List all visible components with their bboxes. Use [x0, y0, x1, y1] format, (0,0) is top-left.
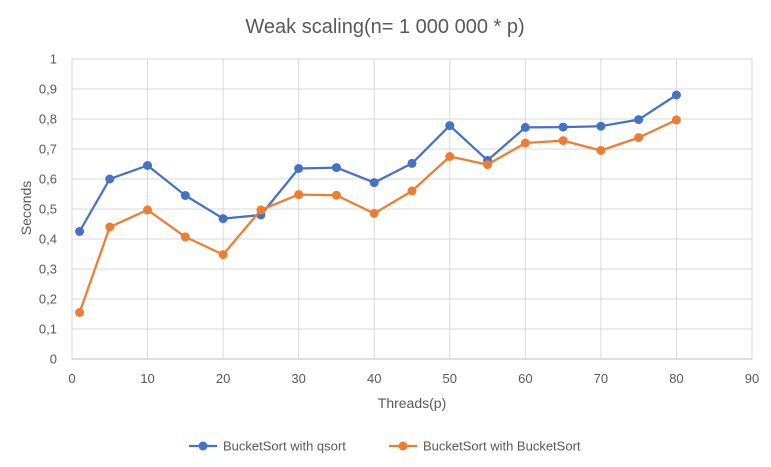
y-tick-label: 0,4	[39, 232, 57, 247]
data-point	[558, 136, 568, 146]
x-tick-label: 20	[216, 371, 230, 386]
legend-marker	[398, 441, 408, 451]
x-tick-label: 70	[594, 371, 608, 386]
data-point	[369, 178, 379, 188]
data-point	[634, 133, 644, 143]
data-point	[634, 115, 644, 125]
data-point	[180, 191, 190, 200]
legend-item: BucketSort with qsort	[189, 439, 346, 454]
x-tick-label: 30	[291, 371, 305, 386]
data-point	[331, 163, 341, 173]
y-tick-label: 0	[50, 352, 57, 367]
legend-marker	[198, 441, 208, 451]
chart-title: Weak scaling(n= 1 000 000 * p)	[245, 16, 524, 38]
data-point	[75, 227, 85, 236]
y-tick-label: 0,3	[39, 262, 57, 277]
x-tick-label: 10	[140, 371, 154, 386]
data-point	[294, 190, 304, 200]
x-axis-label: Threads(p)	[378, 395, 446, 411]
data-point	[369, 209, 379, 218]
data-point	[105, 174, 115, 184]
y-tick-label: 0,7	[39, 142, 57, 157]
data-point	[143, 205, 153, 215]
data-point	[445, 121, 455, 131]
y-tick-label: 0,1	[39, 322, 57, 337]
y-tick-label: 1	[50, 52, 57, 67]
legend-item: BucketSort with BucketSort	[389, 439, 581, 454]
data-point	[294, 164, 304, 173]
y-tick-label: 0,2	[39, 292, 57, 307]
data-point	[256, 205, 266, 215]
data-point	[407, 186, 417, 196]
series-2	[75, 115, 681, 317]
legend-label: BucketSort with BucketSort	[423, 439, 581, 454]
x-tick-label: 40	[367, 371, 381, 386]
data-point	[445, 152, 455, 161]
data-point	[407, 158, 417, 168]
data-point	[596, 146, 606, 155]
data-point	[331, 190, 341, 200]
data-point	[180, 232, 190, 242]
data-point	[558, 122, 568, 132]
x-tick-label: 80	[669, 371, 683, 386]
data-point	[520, 122, 530, 132]
y-tick-label: 0,9	[39, 82, 57, 97]
x-axis-ticks: 0 10 20 30 40 50 60 70 80 90	[68, 371, 759, 386]
data-point	[143, 161, 153, 170]
y-tick-label: 0,8	[39, 112, 57, 127]
data-point	[520, 138, 530, 148]
data-point	[596, 121, 606, 131]
legend-label: BucketSort with qsort	[223, 439, 346, 454]
series-group	[75, 90, 681, 317]
x-tick-label: 50	[443, 371, 457, 386]
data-point	[218, 214, 228, 224]
gridlines	[71, 58, 753, 360]
data-point	[218, 250, 228, 260]
y-tick-label: 0,5	[39, 202, 57, 217]
y-axis-label: Seconds	[18, 181, 34, 235]
data-point	[671, 115, 681, 125]
data-point	[105, 222, 115, 232]
y-tick-label: 0,6	[39, 172, 57, 187]
data-point	[75, 308, 85, 317]
data-point	[671, 90, 681, 100]
data-point	[483, 160, 493, 170]
x-tick-label: 90	[745, 371, 759, 386]
legend: BucketSort with qsort BucketSort with Buc…	[189, 439, 581, 454]
x-tick-label: 60	[518, 371, 532, 386]
x-tick-label: 0	[68, 371, 75, 386]
y-axis-ticks: 0 0,1 0,2 0,3 0,4 0,5 0,6 0,7 0,8 0,9 1	[39, 52, 57, 367]
